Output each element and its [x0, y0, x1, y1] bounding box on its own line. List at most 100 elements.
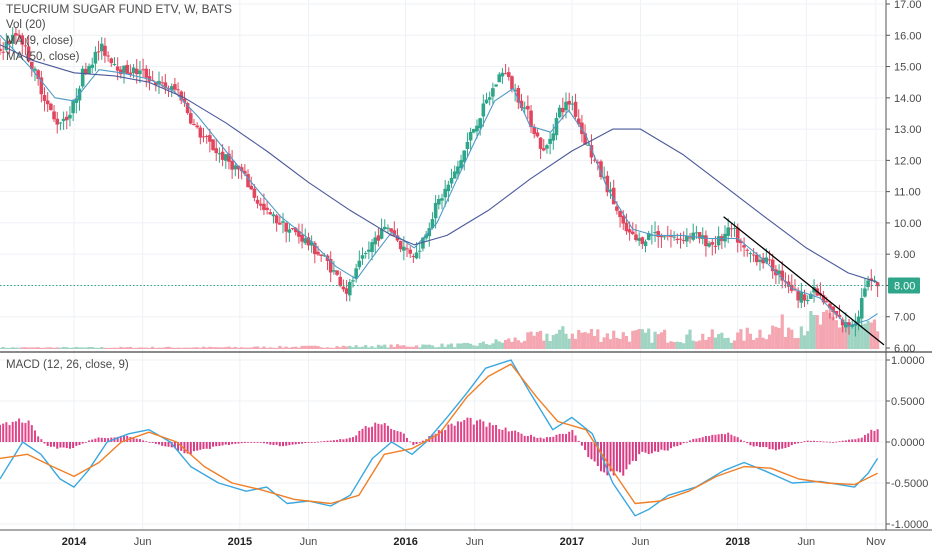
indicator-volume-label[interactable]: Vol (20) [6, 19, 46, 31]
macd-histogram-bar [173, 442, 176, 449]
macd-histogram-bar [332, 440, 335, 442]
volume-bar [275, 347, 279, 349]
macd-histogram-bar [154, 442, 157, 444]
volume-bar [628, 341, 632, 349]
volume-bar [478, 343, 482, 349]
volume-bar [11, 347, 15, 349]
volume-bar [240, 347, 244, 349]
volume-bar [806, 331, 810, 349]
time-axis-tick-label: Jun [797, 536, 815, 548]
volume-bar [341, 345, 346, 349]
candle-body [465, 141, 470, 150]
volume-bar [49, 347, 53, 349]
candle-body [847, 322, 851, 327]
candle-body [732, 228, 737, 230]
volume-bar [418, 347, 422, 349]
volume-bar [440, 343, 444, 349]
macd-axis-tick-label: -0.5000 [891, 478, 928, 490]
macd-histogram-bar [272, 442, 275, 446]
candle-body [837, 314, 842, 318]
volume-bar [220, 347, 225, 349]
volume-bar [100, 347, 104, 349]
macd-histogram-bar [835, 441, 838, 443]
candle-body [122, 65, 126, 73]
candle-body [608, 189, 613, 192]
volume-bar [389, 344, 393, 349]
volume-bar [65, 347, 69, 349]
candle-body [500, 72, 505, 77]
macd-histogram-bar [717, 434, 720, 442]
indicator-ma50-label[interactable]: MA (50, close) [6, 51, 80, 63]
volume-bar [23, 347, 28, 349]
volume-bar [376, 344, 381, 349]
candle-body [869, 278, 874, 281]
candle-body [770, 259, 775, 272]
candle-body [93, 51, 98, 64]
macd-histogram-bar [857, 438, 860, 442]
macd-histogram-bar [313, 442, 316, 443]
indicator-ma9-label[interactable]: MA (9, close) [6, 35, 74, 47]
candle-body [134, 68, 139, 75]
candle-body [382, 226, 387, 230]
macd-title[interactable]: MACD (12, 26, close, 9) [6, 359, 129, 371]
volume-bar [818, 324, 823, 349]
candle-body [522, 107, 527, 109]
volume-bar [586, 333, 590, 349]
volume-bar [847, 325, 851, 349]
macd-histogram-bar [787, 442, 790, 448]
volume-bar [119, 346, 123, 349]
candle-body [786, 281, 791, 287]
candle-body [487, 97, 492, 100]
macd-histogram-bar [345, 438, 348, 442]
volume-bar [643, 332, 648, 349]
candle-body [173, 84, 177, 90]
macd-histogram-bar [107, 438, 110, 442]
volume-bar [828, 312, 832, 349]
macd-histogram-bar [135, 438, 138, 442]
candle-body [125, 64, 129, 74]
price-axis-tick-label: 6.00 [894, 343, 915, 355]
signal-line [0, 363, 878, 505]
volume-bar [17, 347, 21, 349]
macd-histogram-bar [367, 427, 370, 442]
candle-body [742, 245, 746, 248]
macd-histogram-bar [549, 437, 552, 442]
macd-histogram-bar [192, 442, 195, 452]
candle-body [745, 249, 750, 251]
volume-bar [319, 347, 323, 349]
volume-bar [659, 332, 664, 349]
macd-histogram-bar [418, 442, 421, 443]
macd-histogram-bar [711, 434, 714, 442]
macd-histogram-bar [498, 429, 501, 442]
macd-histogram-bar [224, 442, 227, 445]
candle-body [160, 82, 164, 84]
candle-body [526, 105, 530, 110]
volume-bar [192, 347, 196, 349]
volume-bar [453, 347, 457, 349]
volume-bar [39, 348, 43, 349]
volume-bar [761, 337, 765, 349]
candle-body [863, 288, 867, 297]
volume-bar [42, 347, 47, 349]
candle-body [303, 238, 308, 244]
macd-histogram-bar [771, 442, 774, 450]
macd-histogram-bar [5, 422, 8, 442]
price-axis-tick-label: 14.00 [894, 93, 922, 105]
candle-body [656, 230, 661, 237]
macd-histogram-bar [552, 436, 555, 442]
candle-body [459, 160, 463, 169]
macd-histogram-bar [542, 438, 545, 442]
macd-histogram-bar [148, 441, 151, 443]
volume-bar [666, 342, 670, 349]
candle-body [662, 236, 667, 238]
volume-bar [488, 344, 492, 349]
macd-histogram-bar [638, 442, 641, 455]
macd-histogram-bar [227, 442, 230, 446]
candle-body [214, 148, 219, 154]
macd-histogram-bar [2, 423, 5, 442]
volume-bar [122, 347, 126, 349]
candle-body [255, 199, 260, 204]
macd-histogram-bar [612, 442, 615, 476]
